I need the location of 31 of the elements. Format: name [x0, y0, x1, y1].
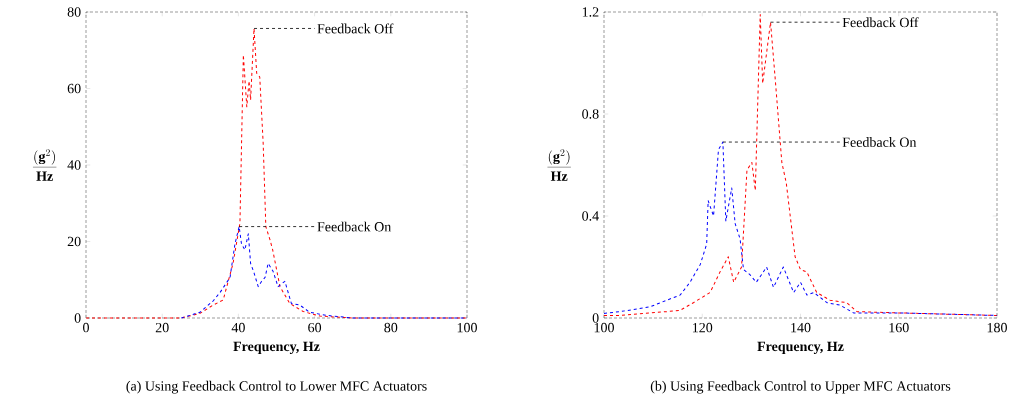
x-tick-label: 60 — [308, 322, 322, 333]
y-tick-label: 20 — [67, 236, 81, 247]
x-tick-label: 0 — [83, 322, 89, 333]
x-tick-label: 80 — [384, 322, 398, 333]
x-tick-label: 180 — [987, 322, 1007, 333]
y-tick-label: 0.8 — [582, 109, 599, 119]
annotation: Feedback On — [317, 221, 392, 232]
x-axis-title: Frequency, Hz — [757, 341, 844, 355]
y-tick-label: 0 — [74, 313, 81, 323]
y-tick-label: 60 — [67, 83, 81, 94]
y-tick-label: 40 — [67, 160, 81, 170]
x-axis-title: Frequency, Hz — [233, 341, 320, 355]
y-tick-label: 80 — [67, 7, 81, 17]
x-tick-label: 100 — [457, 322, 477, 333]
text: (a) Using Feedback Control to Lower MFC Actuators — [126, 380, 427, 394]
y-tick-label: 0 — [592, 313, 599, 323]
x-tick-label: 100 — [594, 322, 614, 333]
y-axis-title: $\frac{(\mathbf{g}^{2})}{\mathbf{Hz}}$ — [32, 149, 57, 181]
y-tick-label: 0.4 — [582, 211, 599, 221]
line-series — [603, 14, 998, 316]
annotation: Feedback Off — [842, 17, 919, 28]
x-tick-label: 40 — [231, 322, 245, 333]
x-tick-label: 140 — [791, 322, 811, 333]
annotation: Feedback On — [842, 137, 917, 147]
text: (b) Using Feedback Control to Upper MFC Actuators — [650, 380, 951, 394]
x-tick-label: 160 — [889, 322, 909, 333]
y-tick-label: 1.2 — [582, 7, 599, 17]
annotation: Feedback Off — [317, 23, 394, 34]
x-tick-label: 120 — [692, 322, 713, 333]
y-axis-title: $\frac{(\mathbf{g}^{2})}{\mathbf{Hz}}$ — [547, 149, 571, 181]
x-tick-label: 20 — [155, 322, 169, 333]
